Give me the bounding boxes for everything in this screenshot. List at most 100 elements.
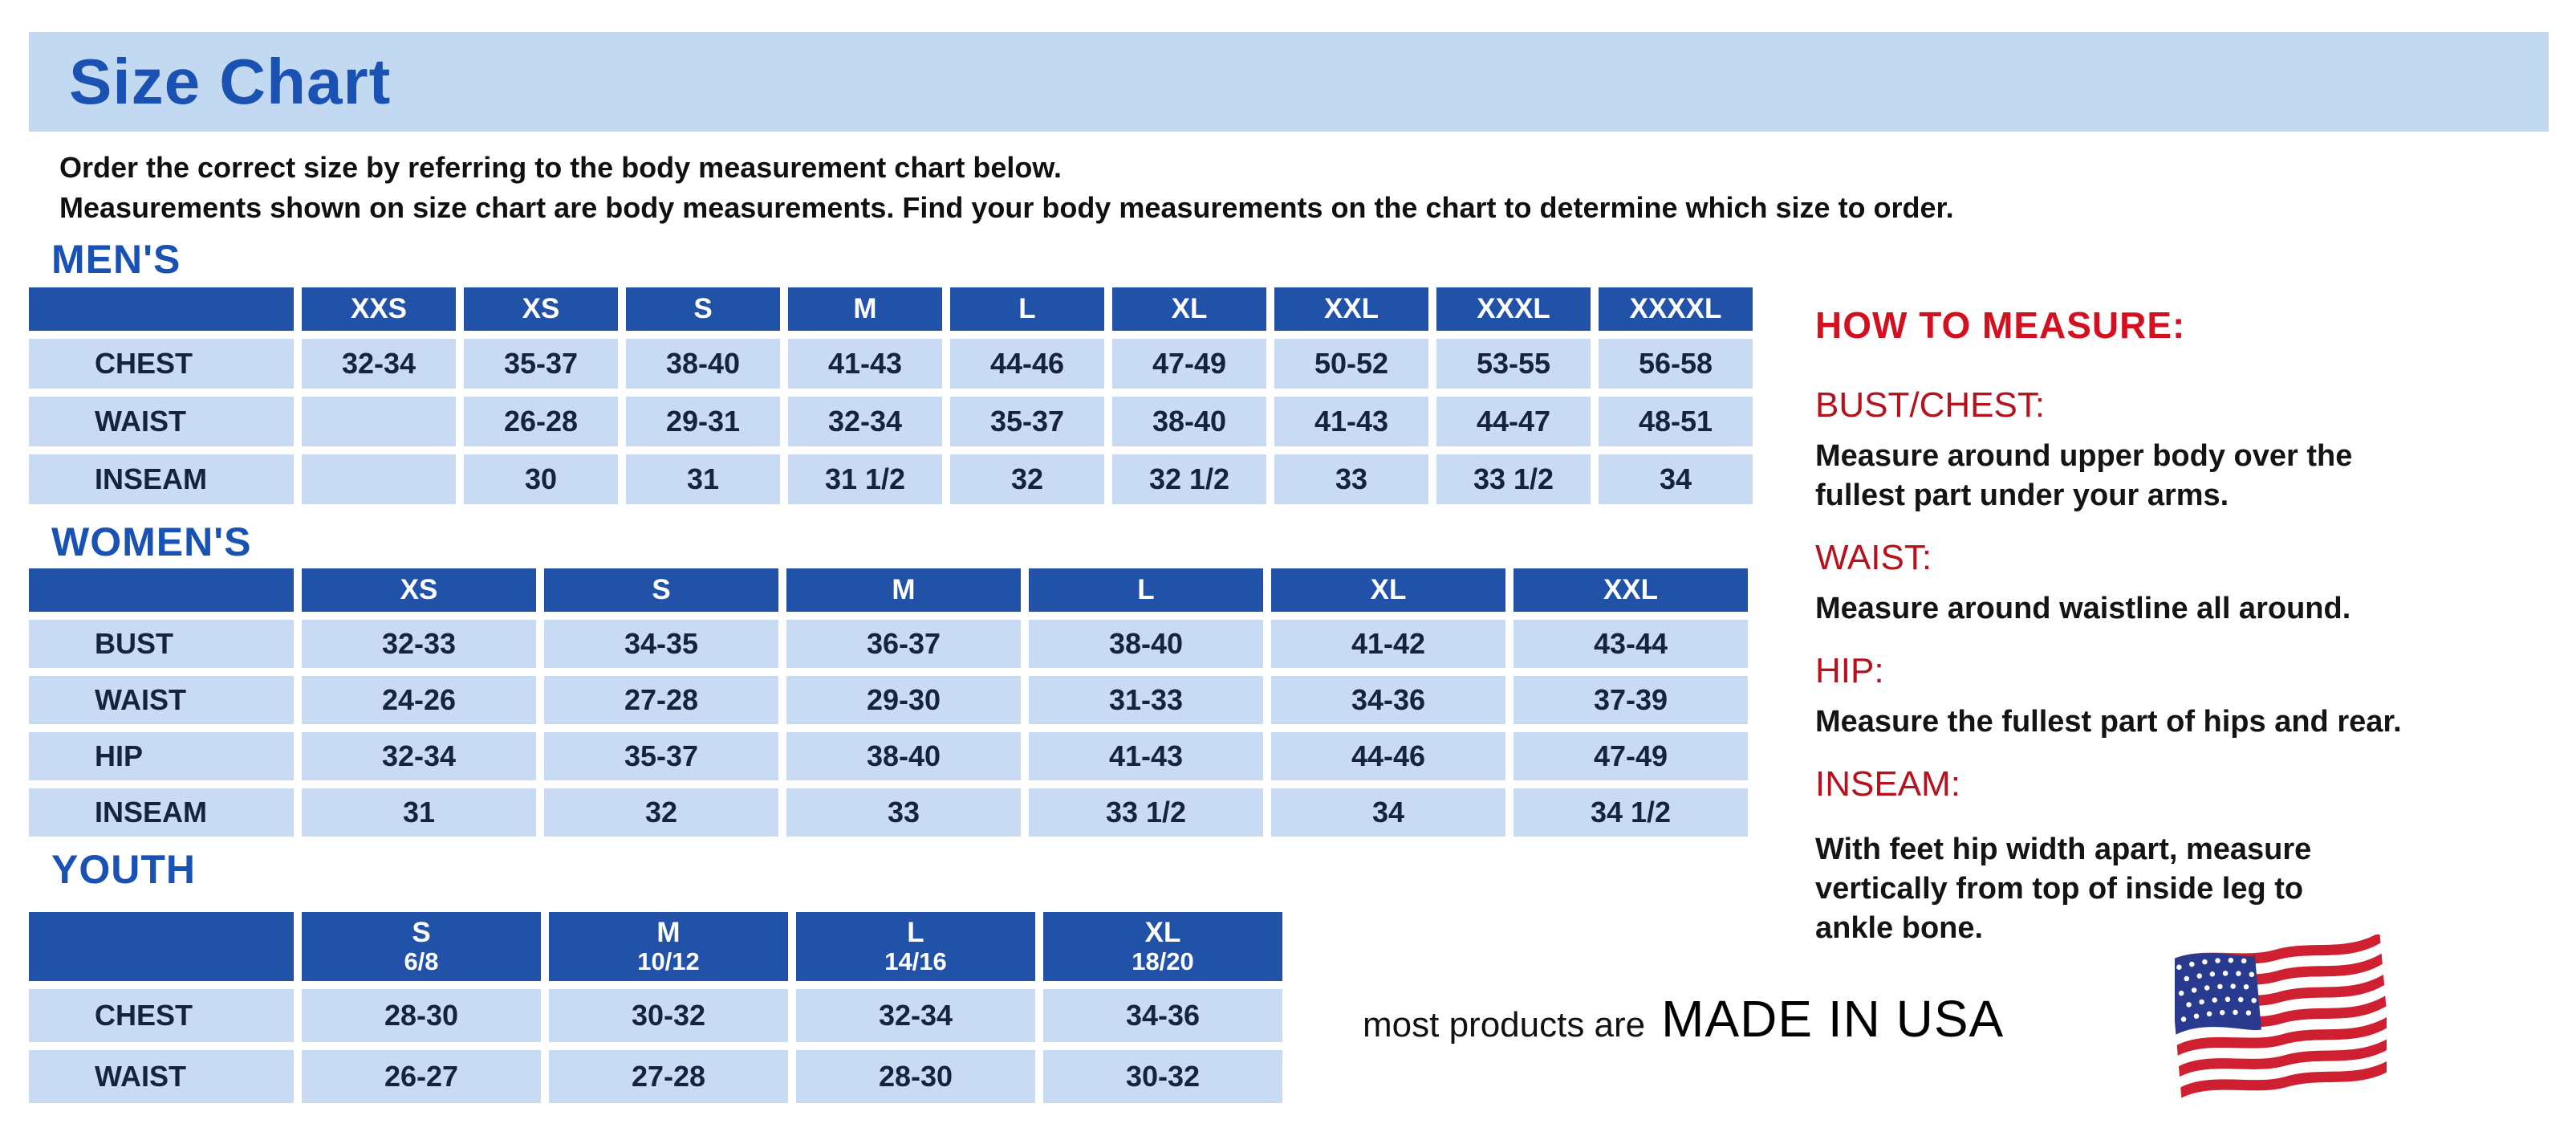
- value-cell: 32-33: [302, 620, 536, 668]
- value-cell: 30-32: [549, 989, 788, 1042]
- row-label-cell: INSEAM: [29, 788, 294, 837]
- value-cell: 41-43: [1029, 732, 1263, 780]
- value-cell: 26-27: [302, 1050, 541, 1103]
- value-cell: 43-44: [1514, 620, 1748, 668]
- size-column-header: S: [544, 568, 778, 612]
- measurement-row: WAIST 26-28 29-31 32-34 35-37 38-40 41-43 44-47…: [29, 397, 1753, 446]
- instruction-line: fullest part under your arms.: [1815, 478, 2229, 512]
- value-cell: 31-33: [1029, 676, 1263, 724]
- value-cell: 29-30: [786, 676, 1021, 724]
- size-column-header: L: [1029, 568, 1263, 612]
- value-cell: 31 1/2: [788, 454, 942, 504]
- value-cell: 34-36: [1271, 676, 1505, 724]
- size-sublabel: 14/16: [884, 947, 947, 976]
- value-cell: 33: [786, 788, 1021, 837]
- size-column-header: L: [950, 287, 1104, 331]
- size-column-header: S: [626, 287, 780, 331]
- size-column-header: M 10/12: [549, 912, 788, 981]
- womens-size-table: XS S M L XL XXL BUST 32-33 34-35 36-37 38-40 41-42 4…: [21, 560, 1756, 845]
- size-label: L: [907, 917, 924, 949]
- size-column-header: XL: [1112, 287, 1266, 331]
- value-cell: 32: [544, 788, 778, 837]
- value-cell: 32-34: [788, 397, 942, 446]
- instruction-line: vertically from top of inside leg to: [1815, 872, 2304, 906]
- value-cell: 36-37: [786, 620, 1021, 668]
- value-cell: 48-51: [1599, 397, 1753, 446]
- page-title: Size Chart: [69, 46, 392, 117]
- size-column-header: XXXXL: [1599, 287, 1753, 331]
- table-body: CHEST 28-30 30-32 32-34 34-36 WAIST 26-27 27-28…: [29, 989, 1282, 1103]
- value-cell: 27-28: [549, 1050, 788, 1103]
- value-cell: 31: [302, 788, 536, 837]
- value-cell: 37-39: [1514, 676, 1748, 724]
- row-label-cell: WAIST: [29, 397, 294, 446]
- intro-line-2: Measurements shown on size chart are bod…: [59, 191, 1954, 224]
- value-cell: 30: [464, 454, 618, 504]
- value-cell: 53-55: [1436, 339, 1591, 389]
- value-cell: 38-40: [1112, 397, 1266, 446]
- size-label: XXS: [350, 293, 408, 325]
- size-label: XL: [1144, 917, 1181, 949]
- youth-size-table: S 6/8 M 10/12 L 14/16 XL 18/20 CHEST 28-30 30-32 32…: [21, 904, 1290, 1111]
- value-cell: 50-52: [1274, 339, 1428, 389]
- inseam-instructions: With feet hip width apart, measure verti…: [1815, 830, 2576, 948]
- value-cell: [302, 397, 456, 446]
- value-cell: 38-40: [786, 732, 1021, 780]
- value-cell: 26-28: [464, 397, 618, 446]
- value-cell: 29-31: [626, 397, 780, 446]
- row-label-cell: CHEST: [29, 989, 294, 1042]
- size-column-header: XS: [302, 568, 536, 612]
- bust-chest-label: BUST/CHEST:: [1815, 385, 2046, 425]
- header-row: S 6/8 M 10/12 L 14/16 XL 18/20: [29, 912, 1282, 981]
- mens-section-heading: MEN'S: [51, 237, 181, 282]
- size-label: M: [853, 293, 877, 325]
- size-label: S: [652, 574, 671, 606]
- value-cell: 32-34: [302, 339, 456, 389]
- size-column-header: M: [788, 287, 942, 331]
- table-head: XXS XS S M L XL XXL XXXL XXXXL: [29, 287, 1753, 331]
- instruction-line: Measure around upper body over the: [1815, 439, 2353, 473]
- value-cell: 33 1/2: [1029, 788, 1263, 837]
- made-in-usa-text: MADE IN USA: [1661, 990, 2005, 1048]
- youth-section-heading: YOUTH: [51, 847, 196, 892]
- value-cell: 47-49: [1112, 339, 1266, 389]
- value-cell: 33: [1274, 454, 1428, 504]
- table-body: BUST 32-33 34-35 36-37 38-40 41-42 43-44 WAIST 2…: [29, 620, 1748, 837]
- inseam-label: INSEAM:: [1815, 764, 1960, 804]
- value-cell: [302, 454, 456, 504]
- size-label: L: [1137, 574, 1155, 606]
- size-column-header: S 6/8: [302, 912, 541, 981]
- row-label-cell: INSEAM: [29, 454, 294, 504]
- value-cell: 35-37: [544, 732, 778, 780]
- corner-header-cell: [29, 287, 294, 331]
- intro-text: Order the correct size by referring to t…: [59, 148, 1954, 228]
- value-cell: 32-34: [302, 732, 536, 780]
- value-cell: 44-47: [1436, 397, 1591, 446]
- size-label: XXL: [1323, 293, 1379, 325]
- value-cell: 34: [1271, 788, 1505, 837]
- value-cell: 32: [950, 454, 1104, 504]
- header-row: XXS XS S M L XL XXL XXXL XXXXL: [29, 287, 1753, 331]
- value-cell: 41-43: [1274, 397, 1428, 446]
- size-column-header: XL: [1271, 568, 1505, 612]
- size-label: XXXXL: [1629, 293, 1722, 325]
- page-header-banner: Size Chart: [29, 32, 2549, 132]
- mens-size-table: XXS XS S M L XL XXL XXXL XXXXL CHEST 32-34 35-37 38-…: [21, 279, 1761, 512]
- size-column-header: XXXL: [1436, 287, 1591, 331]
- size-column-header: XS: [464, 287, 618, 331]
- table-body: CHEST 32-34 35-37 38-40 41-43 44-46 47-49 50-52…: [29, 339, 1753, 504]
- size-label: L: [1018, 293, 1036, 325]
- size-label: XXL: [1603, 574, 1659, 606]
- value-cell: 28-30: [796, 1050, 1035, 1103]
- table-head: XS S M L XL XXL: [29, 568, 1748, 612]
- value-cell: 35-37: [464, 339, 618, 389]
- measurement-row: CHEST 32-34 35-37 38-40 41-43 44-46 47-49 50-52…: [29, 339, 1753, 389]
- value-cell: 32-34: [796, 989, 1035, 1042]
- size-column-header: M: [786, 568, 1021, 612]
- how-to-measure-panel: HOW TO MEASURE: BUST/CHEST: Measure arou…: [1815, 303, 2576, 948]
- value-cell: 24-26: [302, 676, 536, 724]
- row-label-cell: BUST: [29, 620, 294, 668]
- instruction-line: With feet hip width apart, measure: [1815, 833, 2312, 866]
- value-cell: 34 1/2: [1514, 788, 1748, 837]
